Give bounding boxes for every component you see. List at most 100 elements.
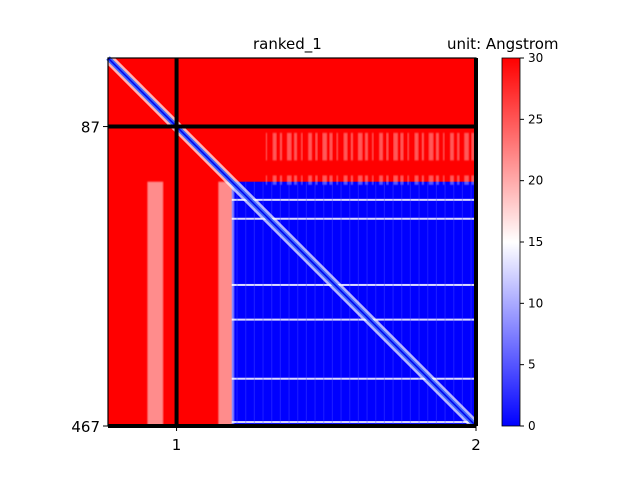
heatmap-speckle bbox=[329, 132, 333, 161]
heatmap-band-0 bbox=[147, 181, 164, 426]
heatmap-texture bbox=[453, 181, 455, 426]
heatmap-stripe-3 bbox=[231, 318, 476, 321]
heatmap-speckle bbox=[414, 175, 419, 185]
distance-heatmap bbox=[104, 54, 480, 430]
heatmap-speckle bbox=[414, 132, 419, 161]
heatmap-texture bbox=[435, 181, 438, 426]
heatmap-texture bbox=[305, 181, 307, 426]
colorbar-tick-label: 30 bbox=[528, 51, 543, 65]
heatmap-speckle bbox=[279, 132, 283, 161]
heatmap-speckle bbox=[272, 132, 277, 161]
heatmap-texture bbox=[331, 181, 333, 426]
heatmap-speckle bbox=[379, 132, 384, 161]
heatmap-texture bbox=[236, 181, 238, 426]
heatmap-speckle bbox=[421, 132, 424, 161]
heatmap-speckle bbox=[308, 132, 313, 161]
chart-title: ranked_1 bbox=[253, 35, 322, 53]
heatmap-texture bbox=[323, 181, 325, 426]
heatmap-speckle bbox=[279, 175, 283, 185]
heatmap-speckle bbox=[407, 132, 410, 161]
heatmap-speckle bbox=[379, 175, 384, 185]
heatmap-texture bbox=[279, 181, 281, 426]
heatmap-texture bbox=[383, 181, 386, 426]
heatmap-speckle bbox=[272, 175, 277, 185]
heatmap-speckle bbox=[350, 132, 354, 161]
heatmap-speckle bbox=[386, 175, 389, 185]
colorbar-title: unit: Angstrom bbox=[447, 35, 559, 53]
heatmap-speckle bbox=[329, 175, 333, 185]
heatmap-band-1 bbox=[218, 181, 235, 426]
heatmap-speckle bbox=[393, 175, 398, 185]
x-tick-label: 2 bbox=[471, 436, 481, 454]
heatmap-speckle bbox=[442, 132, 445, 161]
colorbar-tick-label: 20 bbox=[528, 174, 543, 188]
heatmap-texture bbox=[470, 181, 472, 426]
heatmap-speckle bbox=[265, 132, 268, 161]
heatmap-speckle bbox=[464, 175, 469, 185]
heatmap-speckle bbox=[435, 175, 439, 185]
colorbar-tick-label: 0 bbox=[528, 419, 536, 433]
colorbar: 0 5 10 15 20 25 30 bbox=[501, 51, 543, 433]
heatmap-stripe-4 bbox=[231, 377, 476, 380]
y-tick-label: 87 bbox=[81, 119, 100, 137]
heatmap-speckle bbox=[364, 175, 369, 185]
heatmap-speckle bbox=[449, 132, 454, 161]
heatmap-texture bbox=[401, 181, 403, 426]
heatmap-speckle bbox=[386, 132, 389, 161]
heatmap-texture bbox=[271, 181, 273, 426]
heatmap-texture bbox=[375, 181, 377, 426]
heatmap-speckle bbox=[449, 175, 454, 185]
heatmap-speckle bbox=[301, 175, 303, 185]
heatmap-speckle bbox=[357, 175, 363, 185]
y-axis: 87 467 bbox=[71, 119, 108, 436]
heatmap-texture bbox=[245, 181, 247, 426]
heatmap-speckle bbox=[293, 175, 298, 185]
heatmap-texture bbox=[288, 181, 290, 426]
y-tick-label: 467 bbox=[71, 418, 100, 436]
heatmap-texture bbox=[366, 181, 368, 426]
heatmap-speckle bbox=[293, 132, 298, 161]
heatmap-speckle bbox=[371, 132, 374, 161]
colorbar-tick-label: 10 bbox=[528, 296, 543, 310]
heatmap-stripe-2 bbox=[231, 283, 476, 286]
heatmap-speckle bbox=[364, 132, 369, 161]
heatmap-speckle bbox=[286, 132, 292, 161]
heatmap-speckle bbox=[428, 175, 434, 185]
heatmap-texture bbox=[418, 181, 420, 426]
heatmap-texture bbox=[409, 181, 412, 426]
heatmap-speckle bbox=[442, 175, 445, 185]
heatmap-speckle bbox=[336, 132, 339, 161]
heatmap-texture bbox=[297, 181, 299, 426]
heatmap-texture bbox=[253, 181, 255, 426]
heatmap-stripe-5 bbox=[231, 421, 476, 424]
heatmap-speckle bbox=[400, 132, 404, 161]
heatmap-frame bbox=[107, 57, 477, 427]
heatmap-speckle bbox=[315, 132, 318, 161]
heatmap-speckle bbox=[265, 175, 268, 185]
heatmap-speckle bbox=[301, 132, 303, 161]
heatmap-speckle bbox=[343, 175, 348, 185]
heatmap-speckle bbox=[407, 175, 410, 185]
heatmap-speckle bbox=[457, 175, 460, 185]
heatmap-stripe-0 bbox=[231, 198, 476, 201]
colorbar-tick-label: 25 bbox=[528, 112, 543, 126]
heatmap-speckle bbox=[308, 175, 313, 185]
heatmap-speckle bbox=[435, 132, 439, 161]
colorbar-tick-label: 5 bbox=[528, 358, 536, 372]
heatmap-texture bbox=[461, 181, 464, 426]
heatmap-speckle bbox=[471, 175, 475, 185]
heatmap-speckle bbox=[357, 132, 363, 161]
x-tick-label: 1 bbox=[172, 436, 182, 454]
heatmap-speckle bbox=[350, 175, 354, 185]
heatmap-speckle bbox=[371, 175, 374, 185]
heatmap-texture bbox=[262, 181, 264, 426]
heatmap-speckle bbox=[421, 175, 424, 185]
heatmap-diagonal-core bbox=[107, 57, 477, 427]
heatmap-speckle bbox=[400, 175, 404, 185]
colorbar-gradient bbox=[501, 57, 521, 427]
heatmap-speckle bbox=[315, 175, 318, 185]
colorbar-tick-label: 15 bbox=[528, 235, 543, 249]
heatmap-texture bbox=[314, 181, 316, 426]
heatmap-speckle bbox=[471, 132, 475, 161]
